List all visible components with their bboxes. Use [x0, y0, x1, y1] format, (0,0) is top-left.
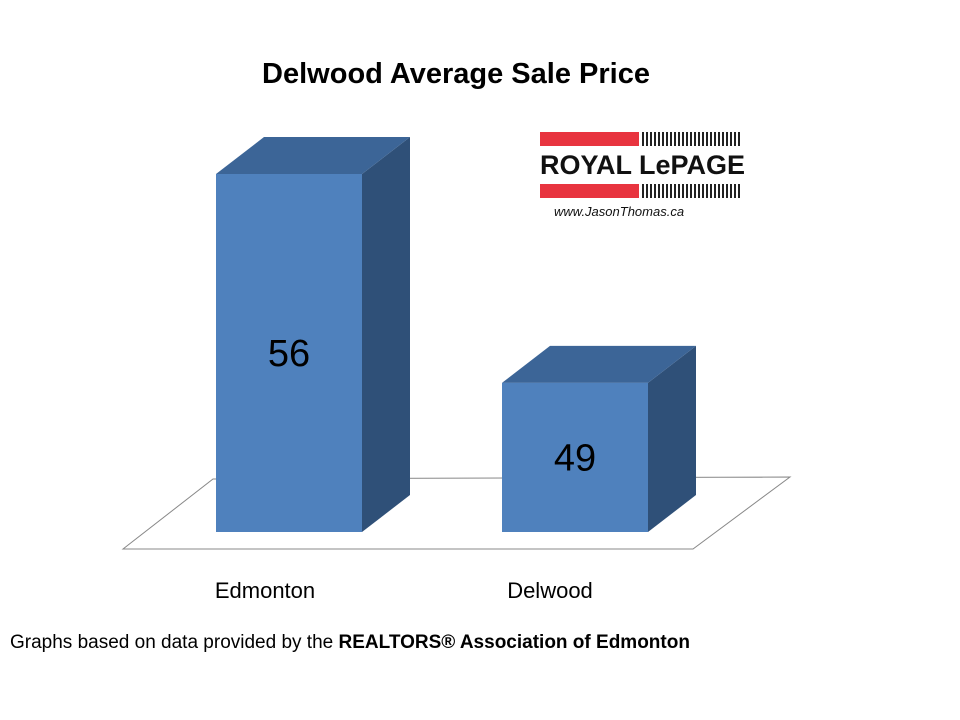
bar-top [502, 345, 696, 383]
bar-top [216, 137, 410, 174]
data-label: 49 [554, 437, 596, 479]
royal-lepage-logo: ROYAL LePAGE www.JasonThomas.ca [540, 132, 746, 219]
footer-prefix: Graphs based on data provided by the [10, 632, 339, 653]
chart-title: Delwood Average Sale Price [262, 58, 650, 90]
data-label: 56 [268, 333, 310, 375]
bar-side [648, 345, 696, 532]
x-tick-label: Delwood [507, 578, 593, 603]
logo-url: www.JasonThomas.ca [554, 204, 685, 219]
bar [216, 174, 362, 532]
footer-note: Graphs based on data provided by the REA… [10, 632, 690, 654]
footer-source: REALTORS® Association of Edmonton [338, 632, 690, 653]
bar-side [362, 137, 410, 532]
logo-brand: ROYAL LePAGE [540, 150, 746, 180]
x-tick-label: Edmonton [214, 578, 316, 603]
bar [502, 382, 648, 532]
